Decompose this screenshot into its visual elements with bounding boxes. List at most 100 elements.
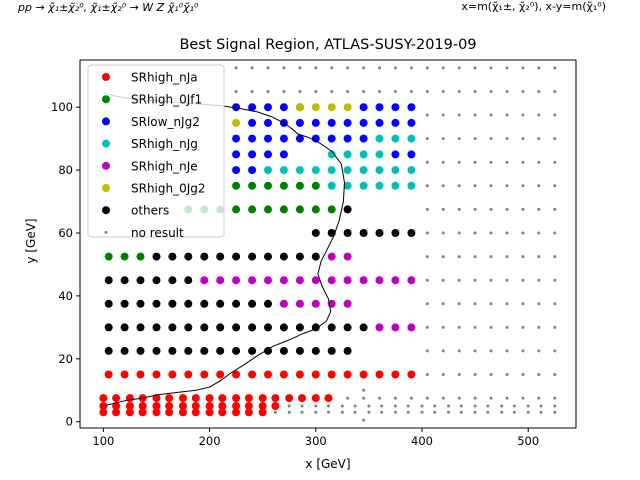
- data-point: [425, 137, 429, 141]
- data-point: [521, 90, 525, 93]
- data-point: [295, 323, 304, 332]
- data-point: [266, 66, 270, 70]
- data-point: [311, 229, 320, 237]
- data-point: [553, 373, 557, 376]
- data-point: [473, 302, 477, 306]
- data-point: [136, 252, 145, 261]
- data-point: [279, 276, 288, 285]
- data-point: [136, 346, 145, 355]
- data-point: [287, 404, 291, 408]
- data-point: [457, 255, 461, 259]
- data-point: [104, 346, 113, 355]
- data-point: [311, 181, 320, 190]
- data-point: [407, 103, 416, 112]
- data-point: [521, 66, 525, 70]
- data-point: [367, 410, 371, 414]
- y-tick-label: 80: [58, 163, 73, 177]
- data-point: [375, 103, 384, 112]
- data-point: [104, 370, 113, 379]
- data-point: [391, 166, 400, 175]
- data-point: [407, 150, 416, 159]
- x-tick-label: 100: [92, 434, 114, 448]
- data-point: [457, 113, 461, 117]
- data-point: [248, 103, 257, 112]
- data-point: [378, 90, 381, 93]
- y-tick-label: 100: [51, 100, 73, 114]
- data-point: [505, 207, 509, 211]
- data-point: [473, 410, 477, 414]
- data-point: [553, 207, 557, 211]
- data-point: [279, 205, 288, 214]
- data-point: [125, 408, 134, 417]
- data-point: [393, 66, 397, 70]
- data-point: [473, 373, 477, 376]
- data-point: [136, 370, 145, 379]
- data-point: [343, 181, 352, 190]
- data-point: [264, 346, 272, 355]
- data-point: [407, 118, 416, 127]
- data-point: [537, 90, 541, 93]
- data-point: [521, 137, 525, 141]
- data-point: [300, 404, 304, 408]
- data-point: [521, 278, 525, 282]
- data-point: [489, 160, 493, 164]
- data-point: [120, 323, 129, 332]
- data-point: [343, 134, 352, 143]
- legend-label: others: [131, 204, 169, 218]
- data-point: [232, 205, 241, 214]
- data-point: [553, 325, 557, 329]
- legend-marker: [102, 139, 110, 148]
- data-point: [553, 184, 557, 188]
- data-point: [234, 90, 238, 93]
- data-point: [282, 90, 286, 93]
- x-tick-label: 200: [199, 434, 221, 448]
- data-point: [248, 323, 257, 332]
- data-point: [553, 160, 557, 164]
- data-point: [441, 278, 445, 282]
- data-point: [473, 113, 477, 117]
- data-point: [378, 396, 381, 400]
- data-point: [191, 394, 200, 403]
- data-point: [425, 325, 429, 329]
- data-point: [505, 137, 509, 141]
- data-point: [104, 299, 113, 308]
- data-point: [441, 207, 445, 211]
- data-point: [112, 402, 121, 410]
- data-point: [200, 323, 209, 332]
- data-point: [380, 404, 384, 408]
- data-point: [311, 394, 320, 403]
- legend-box: [87, 64, 225, 238]
- data-point: [353, 404, 357, 408]
- data-point: [375, 276, 384, 285]
- data-point: [489, 325, 493, 329]
- data-point: [327, 276, 336, 285]
- data-point: [433, 404, 437, 408]
- legend-marker: [102, 73, 110, 81]
- data-point: [343, 252, 352, 261]
- data-point: [359, 181, 368, 190]
- data-point: [232, 408, 241, 417]
- legend-label: SRhigh_0Jg2: [131, 182, 206, 196]
- data-point: [521, 349, 525, 353]
- data-point: [248, 346, 257, 355]
- data-point: [232, 276, 241, 285]
- data-point: [500, 410, 504, 414]
- data-point: [505, 396, 509, 400]
- data-point: [232, 181, 241, 190]
- data-point: [362, 396, 366, 400]
- data-point: [200, 252, 209, 261]
- data-point: [526, 410, 530, 414]
- data-point: [273, 410, 277, 414]
- data-point: [457, 137, 461, 141]
- data-point: [359, 370, 368, 379]
- data-point: [152, 346, 161, 355]
- data-point: [473, 160, 477, 164]
- data-point: [191, 402, 200, 410]
- x-axis: 100 200 300 400 500: [92, 428, 539, 448]
- data-point: [537, 278, 541, 282]
- data-point: [375, 166, 384, 175]
- data-point: [380, 410, 384, 414]
- data-point: [553, 349, 557, 353]
- data-point: [248, 134, 257, 143]
- data-point: [457, 325, 461, 329]
